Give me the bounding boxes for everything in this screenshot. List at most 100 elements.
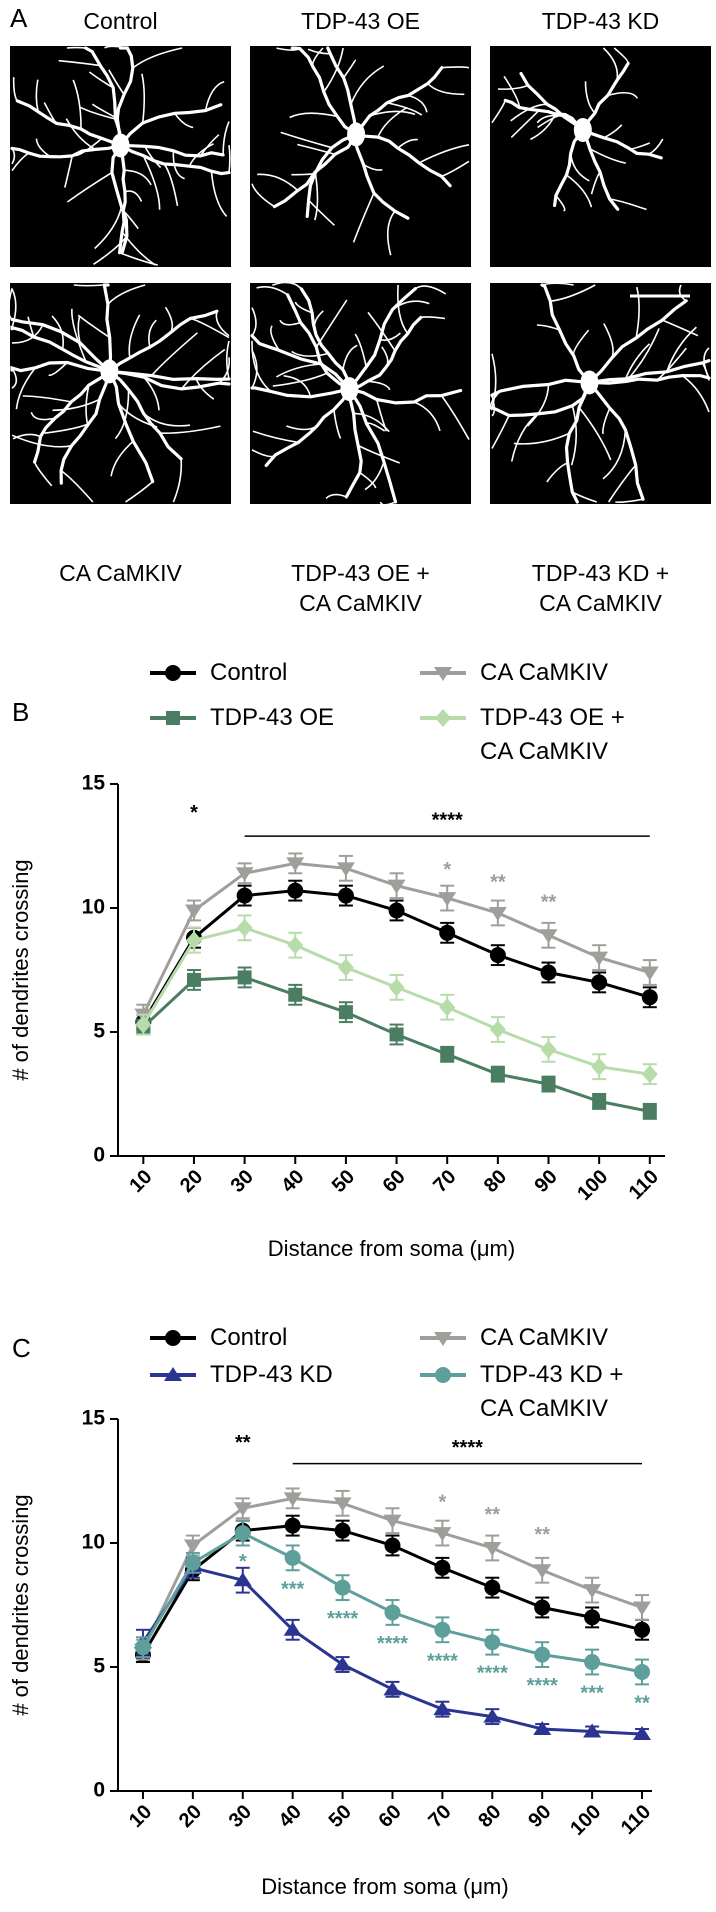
dendrite (104, 45, 128, 49)
dendrite (299, 287, 352, 391)
dendrite (148, 319, 157, 348)
dendrite (578, 407, 612, 461)
marker (583, 1584, 602, 1599)
x-tick-label: 40 (275, 1801, 306, 1832)
dendrite (566, 174, 593, 208)
significance-label: ** (534, 1524, 550, 1546)
dendrite (536, 324, 560, 331)
marker (338, 1005, 353, 1020)
dendrite (11, 367, 18, 389)
dendrite (569, 153, 590, 182)
dendrite (323, 47, 344, 93)
marker (337, 887, 354, 904)
marker (237, 970, 252, 985)
marker (389, 1027, 404, 1042)
dendrite (648, 138, 664, 155)
marker (483, 1708, 502, 1723)
marker (634, 1663, 651, 1680)
dendrite (12, 77, 18, 102)
marker (540, 964, 557, 981)
dendrite (142, 412, 191, 427)
dendrite (369, 110, 416, 117)
dendrite (172, 150, 185, 180)
marker (488, 906, 507, 921)
dendrite (251, 349, 258, 389)
marker (336, 862, 355, 877)
significance-label: ** (235, 1432, 251, 1454)
marker (534, 1646, 551, 1663)
dendrite (256, 286, 289, 296)
significance-label: **** (427, 1650, 458, 1672)
series-line (142, 926, 651, 1076)
dendrite (491, 100, 507, 124)
marker (388, 902, 405, 919)
dendrite (110, 143, 129, 254)
dendrite (118, 143, 127, 255)
dendrite (350, 65, 385, 105)
dendrite (546, 462, 568, 483)
dendrite (124, 190, 143, 202)
legend-marker (164, 1367, 182, 1381)
marker (641, 1065, 658, 1084)
dendrite (441, 160, 470, 178)
dendrite (195, 378, 215, 400)
dendrite (107, 284, 146, 305)
dendrite (143, 376, 160, 411)
dendrite (627, 142, 650, 150)
dendrite (656, 347, 687, 381)
x-tick-label: 90 (530, 1166, 561, 1197)
dendrite (491, 395, 496, 417)
condition-label: TDP-43 KD + CA CaMKIV (531, 560, 670, 616)
dendrite (88, 71, 114, 89)
x-tick-label: 10 (125, 1166, 156, 1197)
y-tick-label: 5 (93, 1655, 105, 1678)
marker (384, 1537, 401, 1554)
dendrite (289, 112, 338, 119)
marker (533, 1564, 552, 1579)
dendrite (276, 47, 301, 51)
dendrite (35, 79, 39, 112)
marker (383, 1514, 402, 1529)
x-tick-label: 60 (374, 1801, 405, 1832)
x-tick-label: 60 (379, 1166, 410, 1197)
dendrite (607, 464, 637, 503)
x-tick-label: 70 (424, 1801, 455, 1832)
dendrite (359, 471, 377, 489)
dendrite (75, 137, 103, 157)
marker (534, 1599, 551, 1616)
marker (283, 1621, 302, 1636)
dendrite (564, 380, 592, 504)
marker (134, 1639, 151, 1656)
dendrite (311, 47, 324, 68)
dendrite (420, 316, 446, 320)
dendrite (257, 173, 299, 192)
dendrite (10, 360, 112, 373)
dendrite (290, 46, 358, 136)
dendrite (581, 128, 620, 211)
marker (433, 1701, 452, 1716)
x-tick-label: 110 (625, 1166, 663, 1204)
dendrite (59, 369, 112, 485)
dendrite (270, 325, 280, 351)
significance-label: ** (490, 871, 506, 893)
marker (234, 1525, 251, 1542)
marker (288, 987, 303, 1002)
legend-label: CA CaMKIV (480, 1324, 609, 1351)
marker (540, 1040, 557, 1059)
marker (333, 1656, 352, 1671)
significance-label: *** (281, 1578, 305, 1600)
dendrite (352, 192, 375, 243)
dendrite (607, 91, 639, 99)
dendrite (125, 480, 154, 503)
dendrite (489, 390, 501, 411)
dendrite (35, 138, 51, 158)
dendrite (190, 317, 230, 339)
marker (541, 1077, 556, 1092)
dendrite (624, 343, 651, 380)
legend-label: TDP-43 KD + CA CaMKIV (480, 1361, 624, 1422)
dendrite (490, 378, 592, 398)
marker (383, 1681, 402, 1696)
dendrite (174, 112, 194, 129)
dendrite (11, 147, 16, 165)
